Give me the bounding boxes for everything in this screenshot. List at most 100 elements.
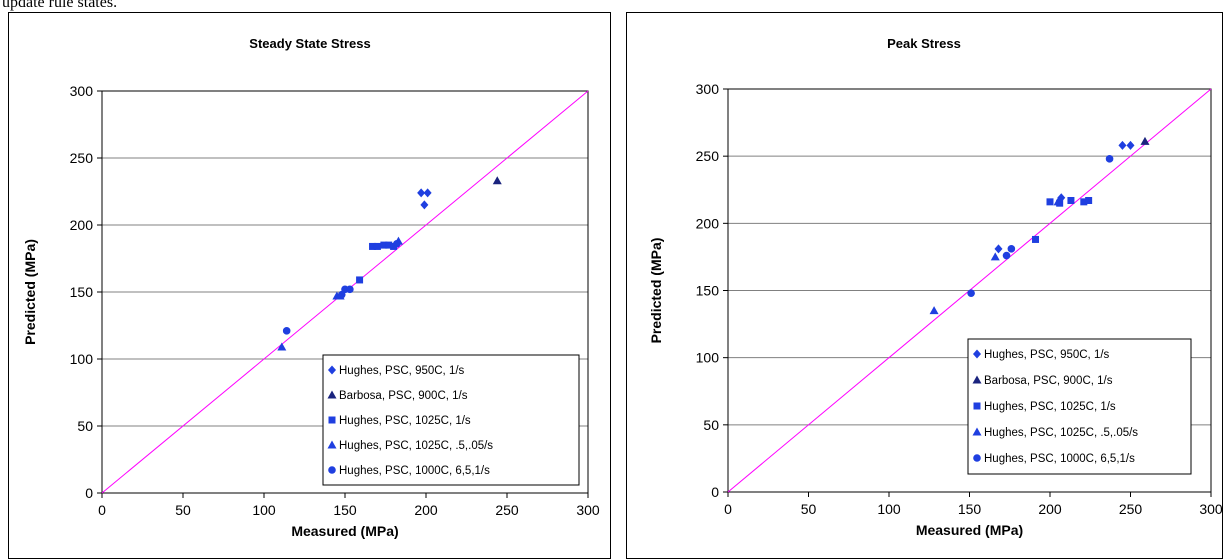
peak-stress-legend-marker-0 [973, 349, 981, 359]
peak-stress-point-0-2 [1118, 140, 1127, 150]
peak-stress-ytick-label-100: 100 [696, 350, 720, 366]
peak-stress-point-3-2 [1053, 197, 1063, 206]
steady-state-point-4-3 [346, 285, 354, 294]
peak-stress-point-2-0 [1032, 235, 1040, 243]
steady-state-xtick-label-250: 250 [495, 502, 519, 518]
steady-state-xtick-label-200: 200 [414, 502, 438, 518]
peak-stress-point-4-2 [1007, 245, 1016, 253]
steady-state-point-4-4 [393, 239, 401, 248]
steady-state-point-2-4 [385, 241, 393, 249]
steady-state-point-4-0 [282, 327, 291, 335]
steady-state-legend: Hughes, PSC, 950C, 1/s Barbosa, PSC, 900C… [322, 354, 580, 486]
steady-state-series-hughes-psc-950c-1-s [417, 188, 432, 210]
steady-state-legend-marker-3 [327, 440, 337, 449]
peak-stress-ytick-label-50: 50 [703, 417, 719, 433]
steady-state-point-2-3 [380, 241, 388, 249]
peak-stress-xtick-label-250: 250 [1119, 501, 1143, 517]
steady-state-xtick-label-50: 50 [175, 502, 191, 518]
peak-stress-point-4-0 [967, 289, 975, 297]
steady-state-xtick-label-150: 150 [333, 502, 357, 518]
steady-state-legend-marker-4 [328, 466, 336, 474]
steady-state-legend-label-1: Barbosa, PSC, 900C, 1/s [339, 390, 468, 402]
peak-stress-point-2-1 [1046, 198, 1054, 206]
peak-stress-ytick-label-250: 250 [696, 148, 720, 164]
peak-stress-point-2-5 [1085, 196, 1093, 204]
peak-stress-ytick-label-0: 0 [711, 484, 719, 500]
steady-state-legend-label-0: Hughes, PSC, 950C, 1/s [339, 365, 465, 377]
peak-stress-legend: Hughes, PSC, 950C, 1/s Barbosa, PSC, 900C… [967, 338, 1192, 475]
peak-stress-series-barbosa-psc-900c-1-s [1140, 136, 1150, 145]
steady-state-point-0-1 [420, 200, 429, 210]
steady-state-chart: Steady State Stress 0 50 100 150 200 250 300 0 50… [8, 12, 611, 559]
peak-stress-ytick-label-200: 200 [696, 215, 720, 231]
steady-state-xtick-label-300: 300 [576, 502, 600, 518]
steady-state-ytick-label-200: 200 [70, 217, 94, 233]
header-text: update rule states. [2, 0, 118, 11]
steady-state-series-barbosa-psc-900c-1-s [492, 176, 502, 185]
steady-state-legend-marker-2 [328, 416, 336, 424]
peak-stress-point-1-0 [1140, 136, 1150, 145]
peak-stress-point-0-3 [1126, 140, 1135, 150]
peak-stress-legend-box [967, 338, 1192, 475]
steady-state-point-2-0 [356, 276, 364, 284]
steady-state-ytick-label-250: 250 [70, 150, 94, 166]
steady-state-xtick-label-0: 0 [98, 502, 106, 518]
peak-stress-point-0-0 [994, 244, 1003, 254]
peak-stress-ytick-label-150: 150 [696, 283, 720, 299]
peak-stress-xtick-label-0: 0 [724, 501, 732, 517]
steady-state-point-3-0 [277, 342, 287, 351]
steady-state-chart-svg: Steady State Stress 0 50 100 150 200 250 300 0 50… [22, 36, 600, 539]
steady-state-ytick-label-0: 0 [85, 485, 93, 501]
peak-stress-point-3-0 [929, 306, 939, 315]
peak-stress-point-4-3 [1105, 155, 1114, 163]
peak-stress-title: Peak Stress [887, 36, 961, 51]
peak-stress-x-axis-title: Measured (MPa) [916, 522, 1023, 538]
steady-state-point-2-1 [369, 242, 377, 250]
steady-state-title: Steady State Stress [249, 36, 370, 51]
peak-stress-chart: Peak Stress 0 50 100 150 200 250 300 0 50 100 150 20… [626, 12, 1223, 559]
steady-state-legend-marker-0 [328, 365, 336, 375]
peak-stress-legend-label-4: Hughes, PSC, 1000C, 6,5,1/s [984, 453, 1135, 465]
steady-state-xtick-label-100: 100 [252, 502, 276, 518]
peak-stress-xtick-label-100: 100 [877, 501, 901, 517]
steady-state-series-hughes-psc-1000c-6-5-1-s [282, 239, 401, 335]
steady-state-legend-label-2: Hughes, PSC, 1025C, 1/s [339, 415, 471, 427]
peak-stress-series-hughes-psc-1025c-5-05-s [929, 197, 1063, 315]
steady-state-ytick-label-50: 50 [77, 418, 93, 434]
steady-state-point-2-2 [373, 242, 381, 250]
peak-stress-chart-svg: Peak Stress 0 50 100 150 200 250 300 0 50 100 150 20… [648, 36, 1222, 538]
steady-state-y-axis-title: Predicted (MPa) [22, 239, 38, 345]
steady-state-legend-marker-1 [327, 390, 337, 399]
peak-stress-xtick-label-200: 200 [1038, 501, 1062, 517]
peak-stress-ytick-label-300: 300 [696, 81, 720, 97]
peak-stress-point-3-1 [990, 252, 1000, 261]
peak-stress-xtick-label-50: 50 [801, 501, 817, 517]
peak-stress-series-hughes-psc-950c-1-s [994, 140, 1135, 254]
peak-stress-legend-label-3: Hughes, PSC, 1025C, .5,.05/s [984, 427, 1138, 439]
peak-stress-point-2-4 [1080, 198, 1088, 206]
peak-stress-legend-marker-4 [973, 454, 981, 462]
steady-state-legend-box [322, 354, 580, 486]
steady-state-legend-label-3: Hughes, PSC, 1025C, .5,.05/s [339, 440, 493, 452]
peak-stress-series-hughes-psc-1000c-6-5-1-s [967, 155, 1114, 297]
steady-state-point-0-2 [423, 188, 432, 198]
steady-state-ytick-label-150: 150 [70, 284, 94, 300]
peak-stress-legend-label-0: Hughes, PSC, 950C, 1/s [984, 349, 1110, 361]
steady-state-point-2-5 [390, 242, 398, 250]
peak-stress-series-hughes-psc-1025c-1-s [1032, 196, 1093, 243]
steady-state-point-0-0 [417, 188, 426, 198]
peak-stress-xtick-label-150: 150 [958, 501, 982, 517]
peak-stress-legend-marker-1 [972, 375, 982, 384]
peak-stress-xtick-label-300: 300 [1199, 501, 1222, 517]
steady-state-point-1-0 [492, 176, 502, 185]
steady-state-ytick-label-300: 300 [70, 83, 94, 99]
peak-stress-y-axis-title: Predicted (MPa) [648, 238, 664, 344]
peak-stress-legend-marker-2 [973, 402, 981, 410]
peak-stress-point-2-3 [1067, 196, 1075, 204]
peak-stress-legend-marker-3 [972, 427, 982, 436]
steady-state-ytick-label-100: 100 [70, 351, 94, 367]
peak-stress-point-4-1 [1002, 251, 1011, 260]
peak-stress-legend-label-1: Barbosa, PSC, 900C, 1/s [984, 375, 1113, 387]
steady-state-x-axis-title: Measured (MPa) [291, 523, 398, 539]
steady-state-legend-label-4: Hughes, PSC, 1000C, 6,5,1/s [339, 465, 490, 477]
